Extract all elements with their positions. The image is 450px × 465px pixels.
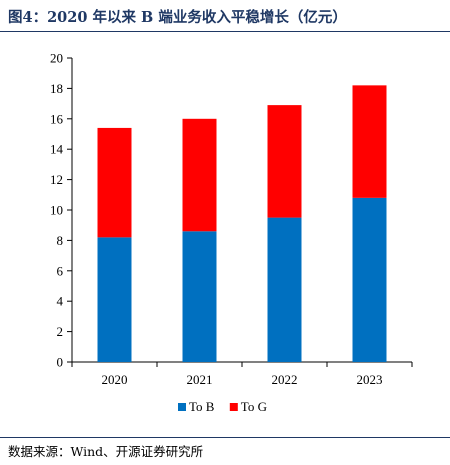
bar-to-g-2023 <box>352 85 387 198</box>
bar-to-b-2023 <box>352 197 387 362</box>
y-tick-label: 14 <box>50 142 64 157</box>
legend-label: To B <box>189 399 215 414</box>
y-tick-label: 10 <box>50 203 63 218</box>
title-rule <box>0 31 450 32</box>
x-tick-label: 2020 <box>102 372 128 387</box>
bar-to-b-2022 <box>267 217 302 362</box>
y-tick-label: 16 <box>50 111 64 126</box>
legend-swatch-to-b <box>178 403 186 411</box>
legend-swatch-to-g <box>229 403 238 411</box>
y-tick-label: 20 <box>50 51 63 66</box>
legend-label: To G <box>241 399 267 414</box>
source-rule <box>0 437 450 438</box>
bar-to-g-2021 <box>182 118 217 232</box>
bar-to-g-2022 <box>267 105 302 218</box>
x-tick-label: 2022 <box>272 372 298 387</box>
chart-legend: To B To G <box>178 399 267 414</box>
y-tick-label: 4 <box>57 294 64 309</box>
y-tick-label: 18 <box>50 81 63 96</box>
y-tick-label: 0 <box>57 355 64 370</box>
bar-to-b-2021 <box>182 231 217 362</box>
source-note: 数据来源：Wind、开源证券研究所 <box>8 444 204 459</box>
x-tick-label: 2023 <box>357 372 383 387</box>
x-tick-label: 2021 <box>187 372 213 387</box>
y-tick-label: 8 <box>57 233 64 248</box>
y-tick-label: 12 <box>50 172 63 187</box>
chart-title: 图4：2020 年以来 B 端业务收入平稳增长（亿元） <box>8 9 347 26</box>
bar-group <box>97 85 387 362</box>
y-tick-label: 6 <box>57 263 64 278</box>
y-tick-label: 2 <box>57 324 64 339</box>
bar-to-g-2020 <box>97 127 132 238</box>
bar-to-b-2020 <box>97 237 132 362</box>
